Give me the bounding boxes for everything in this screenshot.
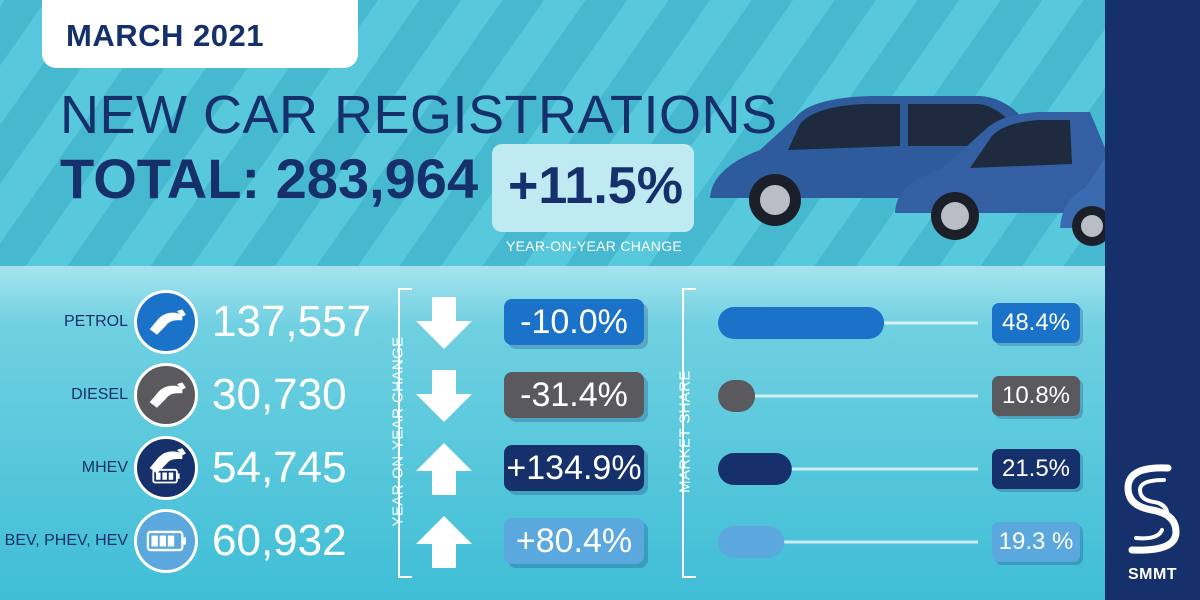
cars-illustration [710,96,1105,246]
registration-value: 60,932 [212,516,347,565]
market-share-badge: 19.3 % [992,522,1080,562]
smmt-logo-icon [1124,464,1180,554]
battery-icon [134,509,198,573]
registration-value: 30,730 [212,370,347,419]
total-change-value: +11.5% [508,157,683,215]
yoy-change-badge: -10.0% [504,299,644,345]
fuel-nozzle-battery-icon [134,436,198,500]
fuel-type-label: MHEV [81,459,128,476]
registration-value: 137,557 [212,297,372,346]
yoy-change-badge: +80.4% [504,518,644,564]
market-share-bar [718,307,885,339]
fuel-type-label: DIESEL [71,386,128,403]
market-share-bar [718,526,785,558]
market-share-bar [718,453,792,485]
market-share-bracket [682,288,696,578]
brand-name: SMMT [1127,566,1178,583]
fuel-nozzle-icon [134,290,198,354]
arrow-up-icon [414,441,474,502]
total-change-badge [492,144,694,232]
fuel-type-label: BEV, PHEV, HEV [4,532,128,549]
arrow-up-icon [414,514,474,575]
arrow-down-icon [414,368,474,429]
total-change-caption: YEAR-ON-YEAR CHANGE [505,238,683,254]
registration-value: 54,745 [212,443,347,492]
yoy-change-badge: -31.4% [504,372,644,418]
total-registrations: TOTAL: 283,964 [60,147,479,210]
month-badge [42,0,358,68]
yoy-bracket [398,288,412,578]
page-title: NEW CAR REGISTRATIONS [60,85,778,145]
fuel-nozzle-icon [134,363,198,427]
yoy-change-badge: +134.9% [504,445,644,491]
market-share-badge: 21.5% [992,449,1080,489]
month-label: MARCH 2021 [66,18,264,53]
market-share-badge: 10.8% [992,376,1080,416]
market-share-badge: 48.4% [992,303,1080,343]
market-share-bar [718,380,756,412]
fuel-type-label: PETROL [63,313,128,330]
arrow-down-icon [414,295,474,356]
